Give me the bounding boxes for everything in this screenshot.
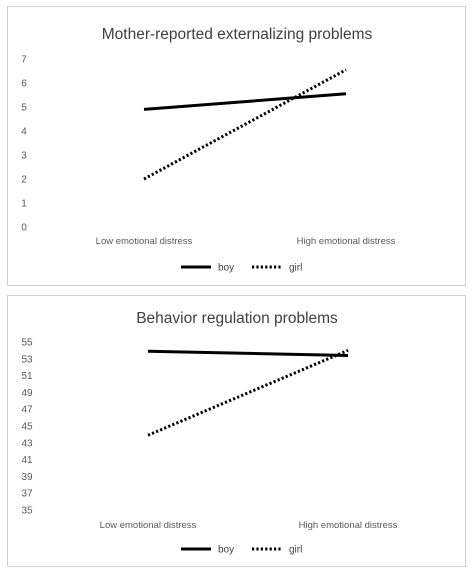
y-tick-label: 5 xyxy=(21,103,27,114)
y-tick-label: 0 xyxy=(21,223,27,234)
y-tick-label: 53 xyxy=(21,354,33,365)
series-line-girl xyxy=(143,68,347,181)
chart-title: Behavior regulation problems xyxy=(136,310,338,327)
y-tick-label: 35 xyxy=(21,506,33,517)
series-line-boy xyxy=(143,92,347,111)
y-tick-label: 41 xyxy=(21,455,33,466)
x-category-label: Low emotional distress xyxy=(100,520,197,531)
y-tick-label: 47 xyxy=(21,405,33,416)
y-tick-label: 51 xyxy=(21,371,33,382)
y-tick-label: 49 xyxy=(21,388,33,399)
legend-label-boy: boy xyxy=(218,263,234,274)
chart-behavior-regulation: Behavior regulation problems 35 37 39 41 43 4… xyxy=(21,310,398,556)
legend-label-boy: boy xyxy=(218,545,234,556)
y-tick-label: 1 xyxy=(21,199,27,210)
legend-label-girl: girl xyxy=(289,263,302,274)
y-tick-label: 37 xyxy=(21,489,33,500)
chart-panel-externalizing: Mother-reported externalizing problems 0… xyxy=(7,6,466,286)
x-category-label: High emotional distress xyxy=(299,520,398,531)
y-tick-label: 7 xyxy=(21,55,27,66)
series-line-boy xyxy=(147,349,349,357)
y-tick-label: 6 xyxy=(21,79,27,90)
y-tick-label: 55 xyxy=(21,338,33,349)
x-category-label: High emotional distress xyxy=(297,236,396,247)
chart-externalizing: Mother-reported externalizing problems 0… xyxy=(21,26,396,274)
x-category-label: Low emotional distress xyxy=(96,236,193,247)
legend-label-girl: girl xyxy=(289,545,302,556)
y-tick-label: 43 xyxy=(21,438,33,449)
chart-title: Mother-reported externalizing problems xyxy=(102,26,373,43)
chart-panel-behavior-regulation: Behavior regulation problems 35 37 39 41 43 4… xyxy=(7,295,466,567)
y-tick-label: 3 xyxy=(21,151,27,162)
y-tick-label: 4 xyxy=(21,127,27,138)
y-tick-label: 45 xyxy=(21,422,33,433)
y-tick-label: 2 xyxy=(21,175,27,186)
series-line-girl xyxy=(147,349,349,437)
y-tick-label: 39 xyxy=(21,472,33,483)
